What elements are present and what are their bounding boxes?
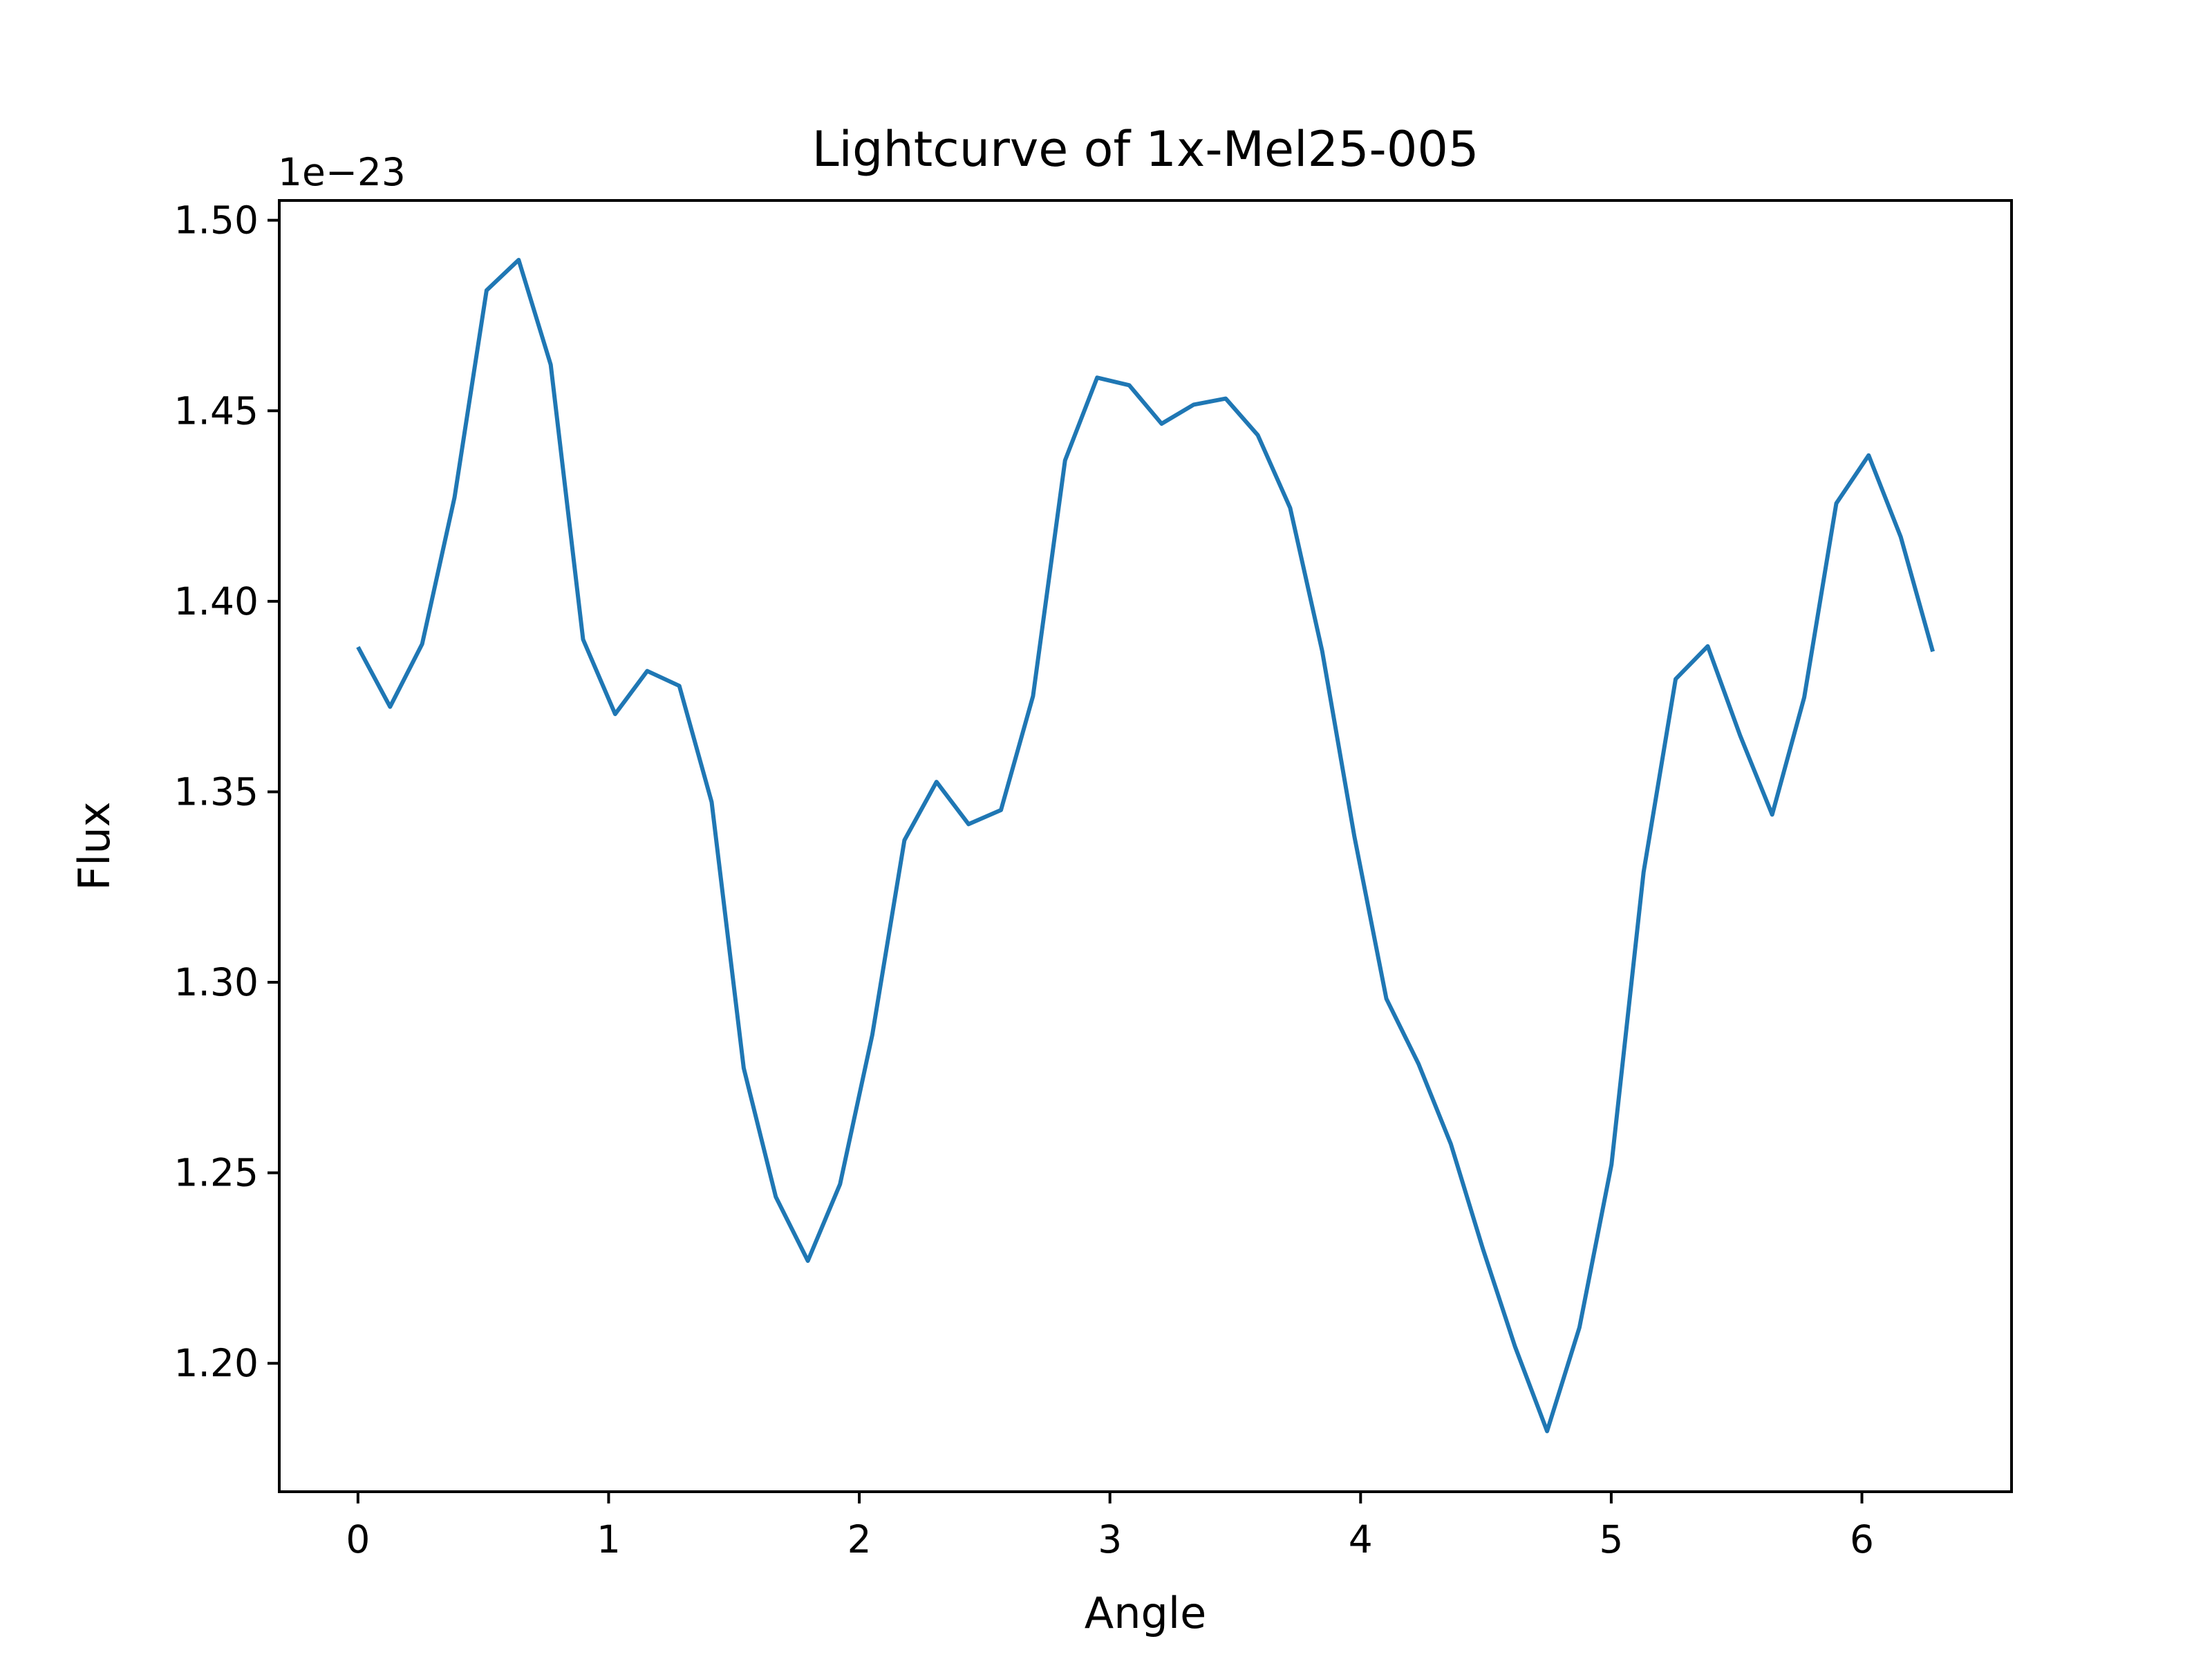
y-tick-label: 1.40 bbox=[174, 579, 259, 624]
x-tick-label: 5 bbox=[1599, 1517, 1623, 1562]
x-tick-label: 0 bbox=[346, 1517, 370, 1562]
chart-title: Lightcurve of 1x-Mel25-005 bbox=[812, 121, 1479, 178]
plot-area bbox=[356, 258, 1935, 1434]
x-tick-label: 2 bbox=[847, 1517, 872, 1562]
x-tick-label: 1 bbox=[597, 1517, 621, 1562]
y-tick-label: 1.35 bbox=[174, 769, 259, 814]
y-axis-label: Flux bbox=[69, 802, 120, 891]
y-axis-offset-label: 1e−23 bbox=[278, 150, 406, 194]
plot-frame bbox=[278, 199, 2013, 1493]
y-tick-label: 1.25 bbox=[174, 1151, 259, 1195]
x-tick-label: 4 bbox=[1349, 1517, 1373, 1562]
y-axis: 1.20 1.25 1.30 1.35 1.40 1.45 1.50 bbox=[174, 198, 279, 1385]
y-tick-label: 1.30 bbox=[174, 960, 259, 1004]
x-tick-label: 3 bbox=[1098, 1517, 1122, 1562]
series-line-0 bbox=[356, 258, 1935, 1434]
y-tick-label: 1.45 bbox=[174, 388, 259, 433]
y-tick-label: 1.50 bbox=[174, 198, 259, 243]
x-tick-label: 6 bbox=[1850, 1517, 1874, 1562]
x-axis-label: Angle bbox=[1085, 1588, 1206, 1638]
y-tick-label: 1.20 bbox=[174, 1341, 259, 1385]
x-axis: 0 1 2 3 4 5 6 bbox=[346, 1492, 1874, 1562]
